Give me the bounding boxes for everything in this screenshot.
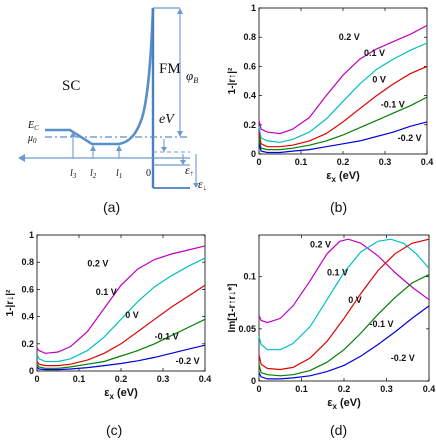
x-axis-label: εx (eV) xyxy=(104,387,138,401)
series-line--0p2V xyxy=(258,305,430,380)
sc-label: SC xyxy=(62,78,80,94)
ev-arrowhead xyxy=(161,147,167,152)
series-line--0p1V xyxy=(258,96,428,151)
fm-label: FM xyxy=(159,61,181,77)
panel-a-band-diagram: SC FM φB eV EC μ0 ε↑ ε↓ l3 l2 l1 0 (a) xyxy=(18,7,207,215)
curve-label: -0.1 V xyxy=(381,99,405,109)
curve-label: 0 V xyxy=(348,295,362,305)
l2-label: l2 xyxy=(90,168,97,180)
series-line-0p1V xyxy=(36,257,206,363)
x-tick-label: 0.3 xyxy=(379,157,392,167)
y-tick-label: 0 xyxy=(29,366,34,376)
phi-b-arrowhead-top xyxy=(177,8,183,14)
caption-b: (b) xyxy=(330,199,347,215)
x-tick-label: 0.3 xyxy=(380,384,393,394)
x-tick-label: 0 xyxy=(256,157,261,167)
y-axis-label: Im[1-r↑r↓*] xyxy=(227,284,238,333)
series-line-0V xyxy=(36,284,206,367)
phi-b-arrowhead-bottom xyxy=(177,131,183,137)
phi-b-label: φB xyxy=(186,68,198,85)
l1-arrowhead xyxy=(116,145,122,151)
x-tick-label: 0 xyxy=(256,384,261,394)
curve-label: -0.2 V xyxy=(176,356,200,366)
x-axis-arrowhead xyxy=(18,154,25,162)
x-tick-label: 0.4 xyxy=(423,384,436,394)
curve-label: -0.1 V xyxy=(370,319,394,329)
x-tick-label: 0.1 xyxy=(295,384,308,394)
curve-label: 0.1 V xyxy=(364,48,385,58)
y-tick-label: 0.6 xyxy=(243,61,256,71)
series-line-0p1V xyxy=(258,238,430,351)
curve-label: -0.2 V xyxy=(398,133,422,143)
x-tick-label: 0.2 xyxy=(115,374,128,384)
x-axis-label: εx (eV) xyxy=(326,170,360,184)
x-tick-label: 0.2 xyxy=(337,157,350,167)
l2-arrowhead xyxy=(90,145,96,151)
eps-up-label: ε↑ xyxy=(185,163,194,178)
series-line--0p1V xyxy=(36,318,206,369)
x-tick-label: 0.4 xyxy=(421,157,434,167)
l3-label: l3 xyxy=(70,168,77,180)
curve-label: 0.2 V xyxy=(87,258,108,268)
y-tick-label: 1 xyxy=(29,230,34,240)
chart-panel-d: 0 0.1 0.2 0.3 0.4 0 0.05 0.1 0.2 V 0.1 V 0 V -0.1 V… xyxy=(227,234,436,411)
x-tick-label: 0.2 xyxy=(338,384,351,394)
series-line-0p2V xyxy=(36,245,206,354)
mu0-label: μ0 xyxy=(27,133,37,145)
chart-panel-c: 0 0.1 0.2 0.3 0.4 0 0.2 0.4 0.6 0.8 1 0.2 V 0.1 V 0 V… xyxy=(5,230,211,401)
curve-label: 0.1 V xyxy=(96,287,117,297)
eps-dn-arrowhead xyxy=(193,183,199,188)
curve-label: 0.1 V xyxy=(327,268,348,278)
y-tick-label: 0.2 xyxy=(21,339,34,349)
origin-zero-label: 0 xyxy=(146,168,151,179)
series-line-0V xyxy=(258,65,428,148)
y-tick-label: 0.8 xyxy=(21,257,34,267)
caption-a: (a) xyxy=(103,199,120,215)
y-tick-label: 0.6 xyxy=(21,284,34,294)
series-line--0p1V xyxy=(258,274,430,377)
y-tick-label: 1 xyxy=(251,3,256,13)
x-tick-label: 0.3 xyxy=(157,374,170,384)
l1-label: l1 xyxy=(116,168,122,180)
y-axis-label: 1-|r↑|² xyxy=(227,67,238,94)
series-line-0p2V xyxy=(258,238,430,324)
caption-d: (d) xyxy=(330,422,347,438)
y-tick-label: 0.4 xyxy=(21,312,34,322)
series-line--0p2V xyxy=(36,344,206,371)
eps-dn-label: ε↓ xyxy=(198,177,207,192)
caption-c: (c) xyxy=(106,422,122,438)
y-tick-label: 0.1 xyxy=(243,272,256,282)
x-tick-label: 0.4 xyxy=(199,374,212,384)
y-tick-label: 0.05 xyxy=(238,324,256,334)
y-tick-label: 0 xyxy=(251,149,256,159)
conduction-band-curve xyxy=(45,7,155,146)
y-tick-label: 0 xyxy=(251,376,256,386)
x-tick-label: 0.1 xyxy=(295,157,308,167)
curve-label: -0.2 V xyxy=(391,353,415,363)
x-axis-label: εx (eV) xyxy=(327,397,361,411)
x-tick-label: 0.1 xyxy=(73,374,86,384)
series-line-0p1V xyxy=(258,42,428,143)
eps-up-arrowhead xyxy=(180,160,186,165)
y-axis-label: 1-|r↓|² xyxy=(5,289,16,316)
series-line-0V xyxy=(258,238,430,371)
curve-label: -0.1 V xyxy=(155,332,179,342)
curve-label: 0.2 V xyxy=(339,32,360,42)
series-line--0p2V xyxy=(258,121,428,154)
l3-arrowhead xyxy=(70,131,76,137)
curve-label: 0 V xyxy=(372,74,386,84)
curve-label: 0.2 V xyxy=(310,240,331,250)
x-tick-label: 0 xyxy=(34,374,39,384)
curve-label: 0 V xyxy=(125,310,139,320)
ec-label: EC xyxy=(27,120,39,132)
y-tick-label: 0.4 xyxy=(243,91,256,101)
series-line-0p2V xyxy=(258,24,428,135)
ev-label: eV xyxy=(159,112,175,127)
chart-panel-b: 0 0.1 0.2 0.3 0.4 0 0.2 0.4 0.6 0.8 1 0.2 V 0.1 V 0 V… xyxy=(227,3,433,184)
y-tick-label: 0.8 xyxy=(243,32,256,42)
y-tick-label: 0.2 xyxy=(243,120,256,130)
